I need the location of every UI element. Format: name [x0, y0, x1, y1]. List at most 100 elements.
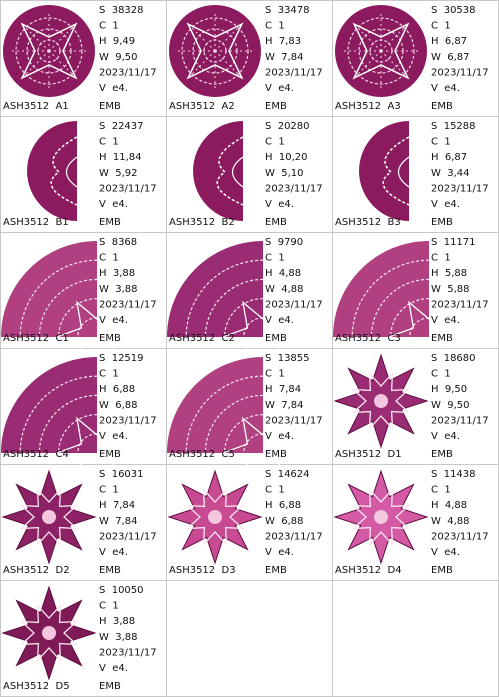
design-motif	[19, 487, 79, 547]
design-info: 2023/11/17	[431, 183, 489, 194]
design-info: H 10,20	[265, 152, 308, 163]
design-format: EMB	[265, 449, 287, 460]
design-motif	[55, 416, 139, 490]
design-info: S 14624	[265, 469, 310, 480]
design-info: V e4.	[265, 199, 294, 210]
design-motif	[185, 487, 245, 547]
design-cell: S 9790 C 1 H 4,88 W 4,88 2023/11/17 V e4. ASH3…	[167, 237, 323, 374]
design-info: V e4.	[99, 663, 128, 674]
design-motif	[387, 300, 471, 374]
lace-spoke	[20, 22, 50, 52]
design-info: V e4.	[265, 315, 294, 326]
design-info: S 33478	[265, 5, 310, 16]
design-shape	[193, 121, 243, 221]
design-motif	[55, 300, 139, 374]
design-info: C 1	[99, 369, 119, 380]
design-info: C 1	[431, 21, 451, 32]
lace-arc	[77, 317, 98, 338]
design-name: ASH3512 A3	[335, 101, 401, 112]
cell-border	[166, 116, 333, 233]
design-info: H 6,87	[431, 36, 467, 47]
design-info: H 7,84	[265, 384, 301, 395]
design-info: W 4,88	[265, 284, 304, 295]
design-info: W 6,88	[99, 400, 138, 411]
design-shape	[27, 121, 77, 221]
design-info: 2023/11/17	[265, 299, 323, 310]
design-info: W 5,92	[99, 168, 138, 179]
design-info: S 13855	[265, 353, 310, 364]
design-info: W 9,50	[99, 52, 138, 63]
lace-arc	[38, 394, 98, 454]
design-info: H 7,84	[99, 500, 135, 511]
design-info: H 9,49	[99, 36, 135, 47]
design-info: S 38328	[99, 5, 144, 16]
design-info: V e4.	[265, 83, 294, 94]
lace-arc	[409, 317, 430, 338]
design-format: EMB	[99, 217, 121, 228]
design-info: C 1	[99, 21, 119, 32]
lace-ring	[347, 17, 415, 85]
design-info: W 4,88	[431, 516, 470, 527]
lace-spoke	[186, 50, 216, 80]
design-info: 2023/11/17	[431, 531, 489, 542]
design-info: C 1	[431, 369, 451, 380]
lace-spoke	[352, 22, 382, 52]
design-center	[372, 508, 390, 526]
design-format: EMB	[265, 565, 287, 576]
design-info: H 6,88	[99, 384, 135, 395]
lace-arc	[351, 259, 430, 338]
design-info: H 11,84	[99, 152, 142, 163]
lace-arc	[19, 375, 98, 454]
design-shape	[1, 357, 97, 453]
design-shape	[359, 121, 409, 221]
design-info: H 4,88	[431, 500, 467, 511]
design-info: W 3,88	[99, 284, 138, 295]
design-info: S 11171	[431, 237, 476, 248]
design-info: H 7,83	[265, 36, 301, 47]
design-info: H 4,88	[265, 268, 301, 279]
lace-arc	[19, 259, 98, 338]
design-motif	[382, 136, 410, 206]
design-info: C 1	[265, 485, 285, 496]
design-info: V e4.	[265, 547, 294, 558]
design-info: V e4.	[431, 83, 460, 94]
cell-border	[332, 116, 499, 233]
design-name: ASH3512 B3	[335, 217, 401, 228]
lace-spoke	[380, 22, 410, 52]
design-info: W 6,87	[431, 52, 470, 63]
design-info: S 9790	[265, 237, 303, 248]
design-info: 2023/11/17	[99, 531, 157, 542]
design-info: S 15288	[431, 121, 476, 132]
lace-spoke	[380, 50, 410, 80]
design-format: EMB	[431, 101, 453, 112]
design-cell: S 12519 C 1 H 6,88 W 6,88 2023/11/17 V e4. ASH…	[1, 353, 157, 490]
design-center	[40, 624, 58, 642]
design-info: V e4.	[431, 431, 460, 442]
design-info: W 6,88	[265, 516, 304, 527]
lace-arc	[390, 298, 430, 338]
design-info: H 3,88	[99, 268, 135, 279]
design-motif	[65, 156, 78, 188]
design-name: ASH3512 D4	[335, 565, 402, 576]
design-info: V e4.	[99, 547, 128, 558]
design-info: V e4.	[99, 199, 128, 210]
design-motif	[20, 22, 78, 80]
design-motif	[216, 136, 244, 206]
design-name: ASH3512 C3	[335, 333, 401, 344]
lace-arc	[204, 278, 264, 338]
design-cell: S 16031 C 1 H 7,84 W 7,84 2023/11/17 V e4. ASH…	[1, 469, 157, 576]
lace-arc	[243, 433, 264, 454]
lace-spoke	[214, 50, 244, 80]
design-format: EMB	[99, 333, 121, 344]
design-cell: S 15288 C 1 H 6,87 W 3,44 2023/11/17 V e4. ASH…	[335, 121, 489, 228]
design-info: C 1	[265, 369, 285, 380]
design-cell: S 14624 C 1 H 6,88 W 6,88 2023/11/17 V e4. ASH…	[167, 469, 323, 576]
lace-spoke	[20, 50, 50, 80]
lace-arc	[38, 278, 98, 338]
design-info: V e4.	[431, 315, 460, 326]
design-cell: S 22437 C 1 H 11,84 W 5,92 2023/11/17 V e4. AS…	[3, 121, 157, 228]
design-info: C 1	[99, 137, 119, 148]
design-format: EMB	[431, 449, 453, 460]
